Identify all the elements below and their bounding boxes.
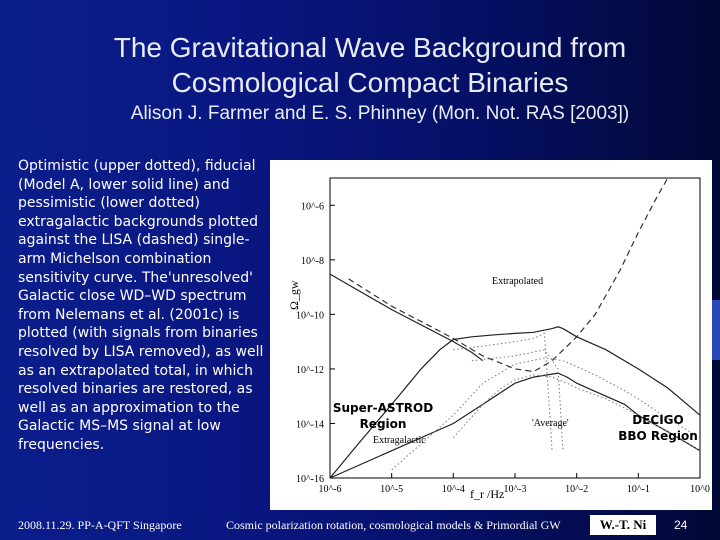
x-tick-label: 10^-6: [318, 484, 341, 495]
x-tick-label: 10^-1: [627, 484, 650, 495]
chart-panel: 10^-6 10^-5 10^-4 10^-3 10^-2 10^-1 10^0 10^-6 1…: [270, 160, 712, 510]
x-axis-label: f_r /Hz: [470, 487, 504, 501]
annotation-decigo: DECIGO: [632, 413, 683, 427]
gw-background-chart: 10^-6 10^-5 10^-4 10^-3 10^-2 10^-1 10^010^-61…: [287, 177, 710, 501]
x-tick-label: 10^-5: [380, 484, 403, 495]
footer-talk-title: Cosmic polarization rotation, cosmologic…: [226, 518, 561, 532]
side-strip: [712, 300, 720, 360]
page-number: 24: [674, 518, 688, 532]
annotation-extrapolated: Extrapolated: [492, 276, 543, 287]
series-line-7: [471, 349, 564, 451]
series-line-1: [329, 326, 701, 479]
annotation-bbo-region: BBO Region: [618, 429, 698, 443]
annotation-extragalactic: Extragalactic: [373, 435, 426, 446]
x-tick-label: 10^0: [690, 484, 710, 495]
slide-title: The Gravitational Wave Background from C…: [40, 30, 700, 100]
annotation-super-astrod: Super-ASTROD: [333, 401, 433, 415]
slide-description: Optimistic (upper dotted), fiducial (Mod…: [18, 158, 264, 453]
annotation-average: 'Average': [532, 418, 569, 429]
title-line-1: The Gravitational Wave Background from: [113, 32, 627, 63]
series-line-6: [453, 332, 553, 451]
y-tick-label: 10^-6: [301, 201, 324, 212]
y-tick-label: 10^-16: [296, 474, 324, 485]
x-tick-label: 10^-2: [565, 484, 588, 495]
y-tick-label: 10^-14: [296, 419, 324, 430]
series-line-4: [391, 357, 701, 471]
series-line-3: [329, 273, 484, 362]
x-tick-label: 10^-4: [442, 484, 465, 495]
title-line-2: Cosmological Compact Binaries: [171, 67, 569, 98]
footer-author: W.-T. Ni: [590, 515, 656, 535]
x-tick-label: 10^-3: [503, 484, 526, 495]
footer-conference: 2008.11.29. PP-A-QFT Singapore: [18, 518, 182, 532]
y-tick-label: 10^-10: [296, 310, 324, 321]
slide-authors: Alison J. Farmer and E. S. Phinney (Mon.…: [130, 103, 630, 124]
annotation-super-astrod-region: Region: [360, 417, 407, 431]
y-tick-label: 10^-12: [296, 365, 324, 376]
series-line-2: [329, 372, 701, 479]
y-axis-label: Ω_gw: [287, 280, 301, 310]
series-line-0: [348, 177, 669, 373]
series-line-5: [452, 374, 701, 452]
y-tick-label: 10^-8: [301, 256, 324, 267]
